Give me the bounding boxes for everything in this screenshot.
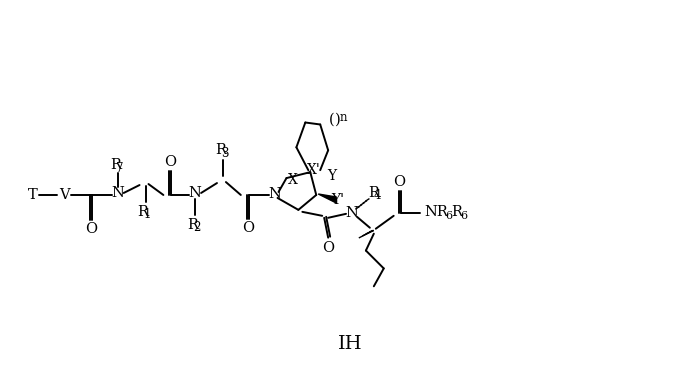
Text: O: O — [393, 175, 406, 189]
Text: IH: IH — [337, 335, 363, 353]
Text: 2: 2 — [193, 221, 200, 234]
Text: R: R — [215, 143, 226, 157]
Polygon shape — [318, 194, 336, 203]
Text: R: R — [368, 186, 379, 200]
Text: 7: 7 — [116, 162, 123, 174]
Text: 6: 6 — [460, 211, 468, 221]
Text: 6: 6 — [445, 211, 452, 221]
Text: T: T — [27, 188, 37, 202]
Text: R: R — [187, 218, 198, 232]
Text: O: O — [164, 155, 176, 169]
Text: N: N — [268, 187, 281, 201]
Text: Y': Y' — [332, 193, 344, 207]
Text: O: O — [85, 222, 97, 236]
Text: X': X' — [307, 163, 321, 177]
Text: X: X — [288, 173, 298, 187]
Text: N: N — [111, 186, 124, 200]
Text: 4: 4 — [374, 189, 382, 202]
Text: N: N — [189, 186, 202, 200]
Text: n: n — [340, 111, 346, 124]
Text: ): ) — [335, 112, 341, 126]
Text: 1: 1 — [144, 208, 151, 221]
Text: V: V — [59, 188, 69, 202]
Text: R: R — [110, 158, 120, 172]
Text: R: R — [138, 205, 148, 219]
Text: R: R — [452, 205, 462, 219]
Text: O: O — [241, 221, 254, 235]
Text: 3: 3 — [221, 147, 228, 160]
Text: O: O — [322, 240, 334, 255]
Text: N: N — [346, 206, 358, 220]
Text: NR: NR — [424, 205, 448, 219]
Text: (: ( — [329, 112, 335, 126]
Text: Y: Y — [328, 169, 337, 183]
